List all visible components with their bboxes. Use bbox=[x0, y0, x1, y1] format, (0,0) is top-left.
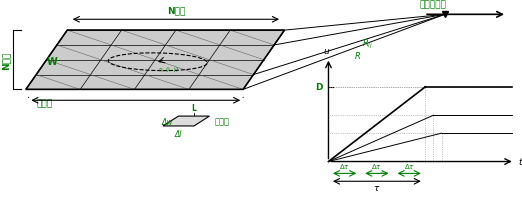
Text: 大断層: 大断層 bbox=[36, 99, 52, 108]
Text: $\Delta\tau$: $\Delta\tau$ bbox=[371, 162, 383, 171]
Text: Δw: Δw bbox=[162, 117, 173, 126]
Text: Δl: Δl bbox=[175, 129, 182, 138]
Text: $\Delta\tau$: $\Delta\tau$ bbox=[404, 162, 414, 171]
Text: L: L bbox=[192, 104, 196, 113]
Text: $r_{ij}$ (i, j): $r_{ij}$ (i, j) bbox=[158, 66, 179, 76]
Text: $R_{ij}$: $R_{ij}$ bbox=[362, 38, 373, 51]
Polygon shape bbox=[163, 116, 209, 126]
Text: $\Delta\tau$: $\Delta\tau$ bbox=[339, 162, 350, 171]
Text: R: R bbox=[354, 52, 360, 61]
Text: 小断層: 小断層 bbox=[215, 117, 230, 126]
Text: 観測サイト: 観測サイト bbox=[419, 0, 446, 9]
Text: D: D bbox=[315, 83, 322, 92]
Text: N等分: N等分 bbox=[1, 51, 10, 70]
Polygon shape bbox=[26, 31, 284, 90]
Text: t: t bbox=[519, 157, 522, 166]
Text: N等分: N等分 bbox=[167, 6, 185, 15]
Text: $\tau$: $\tau$ bbox=[373, 183, 381, 192]
Text: ...: ... bbox=[379, 166, 387, 175]
Text: u: u bbox=[323, 47, 329, 55]
Text: W: W bbox=[46, 57, 57, 67]
